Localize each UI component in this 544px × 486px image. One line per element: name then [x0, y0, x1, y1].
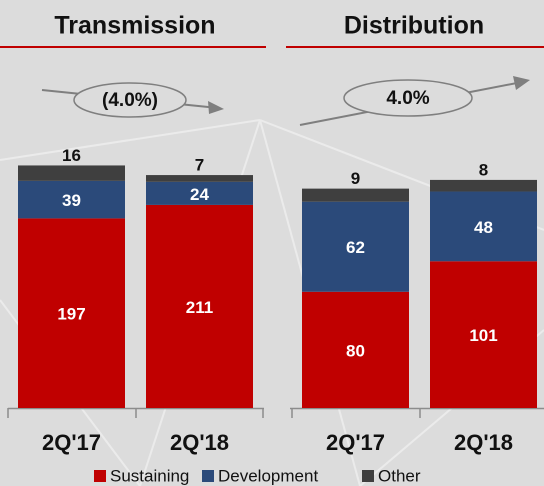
legend-label: Other — [378, 466, 421, 485]
panel-title: Distribution — [344, 12, 484, 40]
value-label: 80 — [346, 341, 365, 360]
legend-swatch — [94, 470, 106, 482]
value-label: 48 — [474, 218, 493, 237]
value-label: 24 — [190, 185, 209, 204]
value-label: 9 — [351, 169, 360, 188]
arrow-head — [208, 101, 224, 114]
legend-swatch — [202, 470, 214, 482]
bar-segment — [18, 218, 125, 408]
value-label: 62 — [346, 238, 365, 257]
bar-segment — [146, 175, 253, 182]
bar-segment — [302, 188, 409, 202]
bar-segment — [302, 291, 409, 408]
value-label: 197 — [57, 305, 85, 324]
x-tick-label: 2Q'17 — [42, 430, 101, 455]
value-label: 16 — [62, 146, 81, 165]
bar-segment — [146, 204, 253, 408]
annotation-bubble — [343, 79, 473, 117]
legend-swatch — [362, 470, 374, 482]
value-label: 39 — [62, 191, 81, 210]
bar-segment — [146, 181, 253, 205]
annotation: 4.0% — [386, 88, 429, 109]
value-label: 8 — [479, 160, 488, 179]
x-tick-label: 2Q'17 — [326, 430, 385, 455]
legend-label: Sustaining — [110, 466, 189, 485]
bar-segment — [302, 201, 409, 292]
value-label: 7 — [195, 156, 204, 175]
bar-segment — [18, 180, 125, 219]
x-tick-label: 2Q'18 — [454, 430, 513, 455]
value-label: 211 — [186, 298, 213, 317]
legend-label: Development — [218, 466, 318, 485]
x-tick-label: 2Q'18 — [170, 430, 229, 455]
value-label: 101 — [469, 326, 497, 345]
annotation-bubble — [73, 82, 187, 118]
bar-segment — [430, 179, 537, 192]
bar-segment — [18, 165, 125, 181]
panel-title: Transmission — [54, 12, 215, 40]
bar-segment — [430, 191, 537, 262]
arrow-head — [513, 76, 530, 90]
bar-segment — [430, 261, 537, 408]
annotation: (4.0%) — [102, 90, 158, 111]
